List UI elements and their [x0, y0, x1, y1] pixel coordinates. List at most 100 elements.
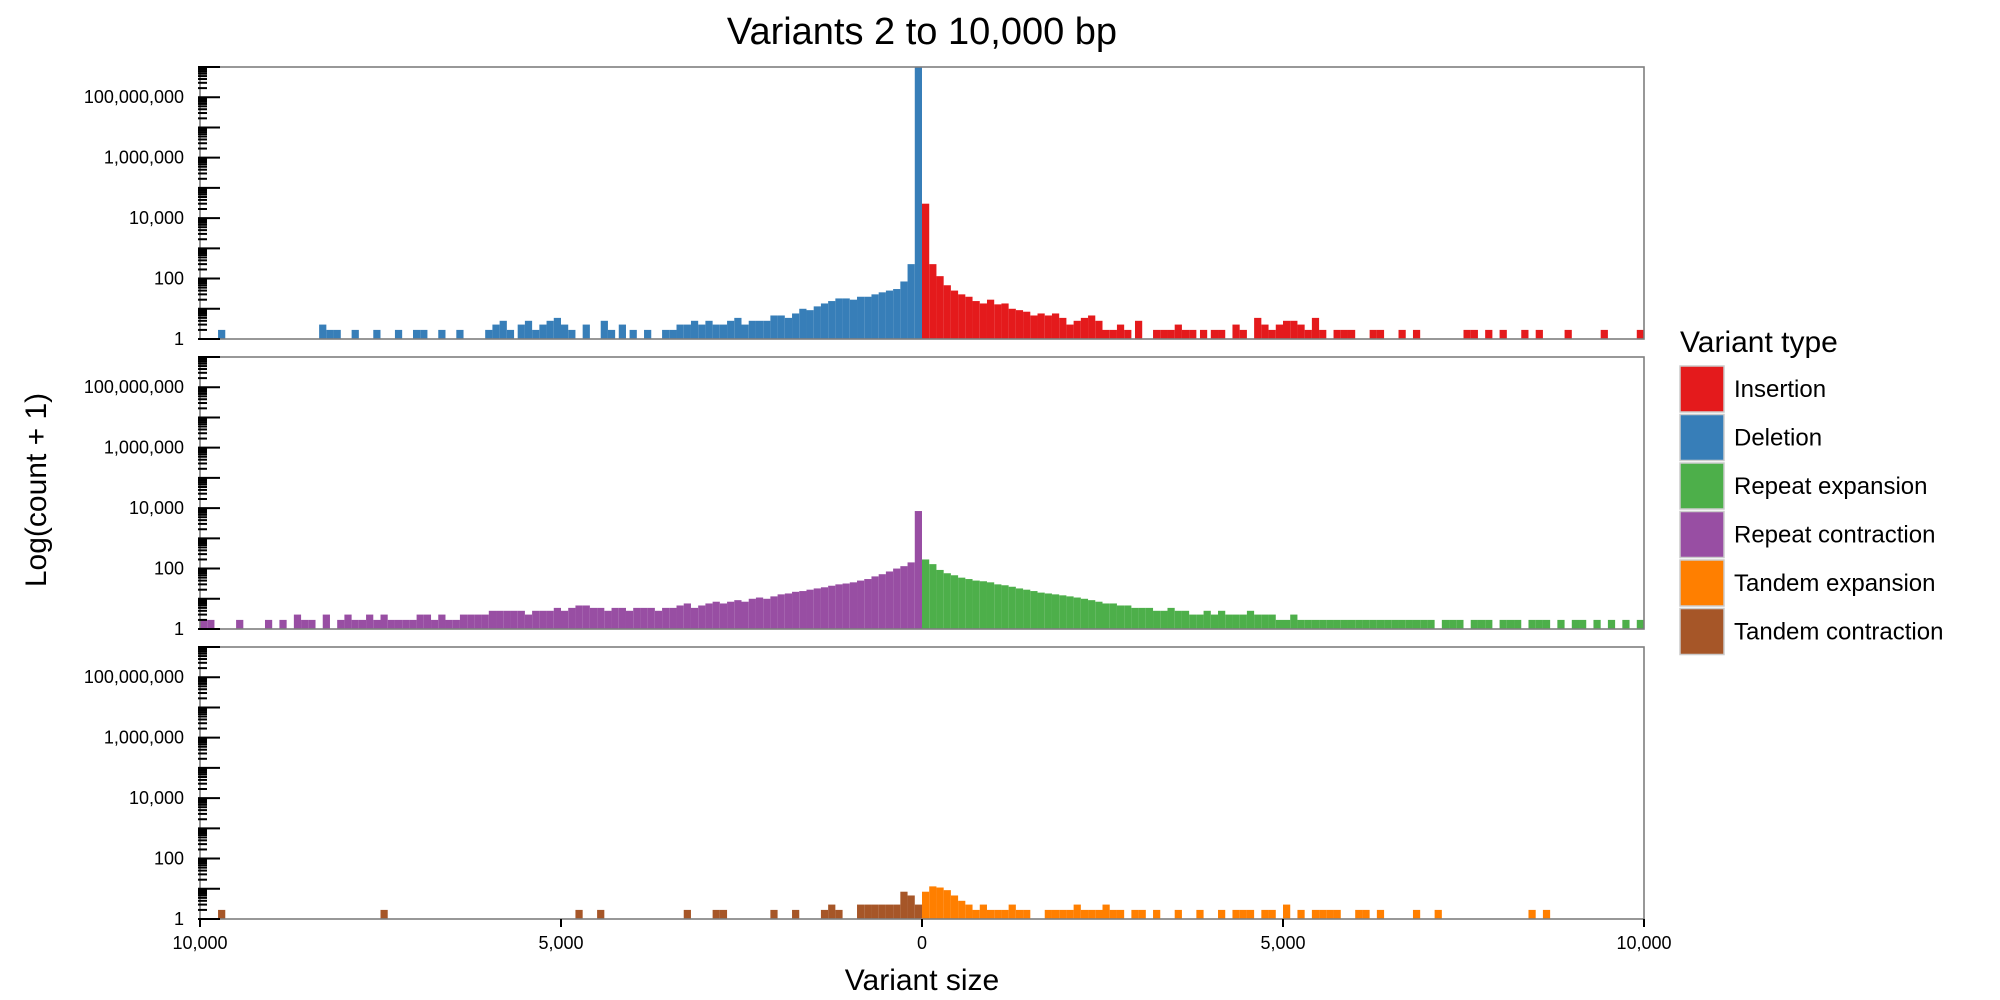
- bar: [1600, 329, 1608, 339]
- bar: [1297, 619, 1305, 629]
- y-axis-2: 1 100 10,000 1,000,000 100,000,000: [84, 356, 220, 639]
- bar: [835, 298, 843, 339]
- bar: [1116, 324, 1125, 339]
- legend-label: Repeat expansion: [1734, 473, 1927, 500]
- bar: [517, 610, 525, 629]
- bar: [1124, 605, 1132, 629]
- bar: [474, 614, 482, 629]
- bar: [532, 329, 540, 339]
- bar: [1311, 619, 1320, 629]
- bar: [690, 607, 699, 629]
- bar: [1275, 324, 1283, 339]
- y-tick-label: 1,000,000: [104, 438, 184, 458]
- bar: [409, 619, 417, 629]
- bar: [1261, 324, 1269, 339]
- bar: [1470, 329, 1478, 339]
- legend-swatch: [1679, 365, 1725, 413]
- x-axis-title: Variant size: [845, 964, 1000, 997]
- bar: [907, 895, 915, 919]
- legend-label: Tandem expansion: [1734, 570, 1935, 597]
- bar: [1080, 909, 1089, 919]
- bar: [770, 596, 778, 629]
- bar: [1189, 329, 1197, 339]
- bar: [936, 276, 944, 339]
- bar: [972, 909, 980, 919]
- bar: [416, 614, 424, 629]
- bar: [734, 600, 742, 629]
- bar: [676, 324, 684, 339]
- bar: [857, 904, 865, 919]
- bar: [683, 909, 691, 919]
- bar: [344, 614, 352, 629]
- bar: [485, 329, 493, 339]
- y-axis-3: 1 100 10,000 1,000,000 100,000,000: [84, 646, 220, 929]
- bar: [373, 619, 381, 629]
- legend-label: Repeat contraction: [1734, 522, 1935, 549]
- bar: [333, 329, 341, 339]
- bar: [499, 320, 507, 339]
- bar: [366, 614, 374, 629]
- bar: [496, 610, 504, 629]
- bar: [1160, 329, 1168, 339]
- bar: [755, 320, 764, 339]
- bar: [1261, 614, 1269, 629]
- bar: [1636, 329, 1644, 339]
- bar: [1008, 904, 1016, 919]
- bar: [770, 315, 778, 339]
- bar: [1319, 619, 1327, 629]
- bar: [864, 904, 872, 919]
- bar: [1095, 320, 1103, 339]
- bar: [524, 320, 533, 339]
- bar: [597, 607, 605, 629]
- bar: [950, 575, 959, 629]
- bar: [1073, 597, 1081, 629]
- bar: [1268, 329, 1276, 339]
- bar: [1059, 909, 1067, 919]
- bar: [546, 320, 554, 339]
- bar: [1398, 619, 1406, 629]
- bar: [719, 603, 728, 629]
- bar: [1131, 909, 1139, 919]
- bar: [358, 619, 367, 629]
- bar: [1037, 592, 1045, 629]
- bar: [589, 607, 598, 629]
- bar: [857, 580, 865, 629]
- bar: [871, 904, 879, 919]
- bar: [1088, 315, 1096, 339]
- bar: [1398, 329, 1406, 339]
- bar: [1008, 308, 1016, 339]
- legend-item: Repeat contraction: [1679, 510, 1935, 559]
- bar: [979, 904, 987, 919]
- bar: [218, 909, 226, 919]
- bar: [885, 571, 894, 629]
- bar: [943, 890, 951, 919]
- bar: [647, 607, 655, 629]
- bar: [481, 614, 489, 629]
- bar: [445, 619, 453, 629]
- x-tick-label: 5,000: [538, 933, 583, 953]
- bar: [1304, 619, 1312, 629]
- bar: [1037, 313, 1045, 339]
- bar: [1333, 909, 1341, 919]
- bar: [1051, 909, 1060, 919]
- bar: [1304, 329, 1312, 339]
- bar: [849, 299, 858, 339]
- bar: [1311, 317, 1320, 339]
- bar: [755, 597, 764, 629]
- legend-swatch: [1679, 607, 1725, 656]
- bar: [965, 296, 973, 339]
- bar: [792, 313, 800, 339]
- bar: [763, 598, 771, 629]
- bar: [1362, 909, 1370, 919]
- bar: [734, 317, 742, 339]
- bar: [326, 329, 334, 339]
- bar: [943, 573, 951, 629]
- bar: [770, 909, 778, 919]
- y-axis-title: Log(count + 1): [20, 393, 53, 587]
- bar: [864, 579, 872, 629]
- bar: [517, 324, 525, 339]
- bar: [1557, 619, 1565, 629]
- bar: [1116, 909, 1125, 919]
- bar: [1290, 614, 1298, 629]
